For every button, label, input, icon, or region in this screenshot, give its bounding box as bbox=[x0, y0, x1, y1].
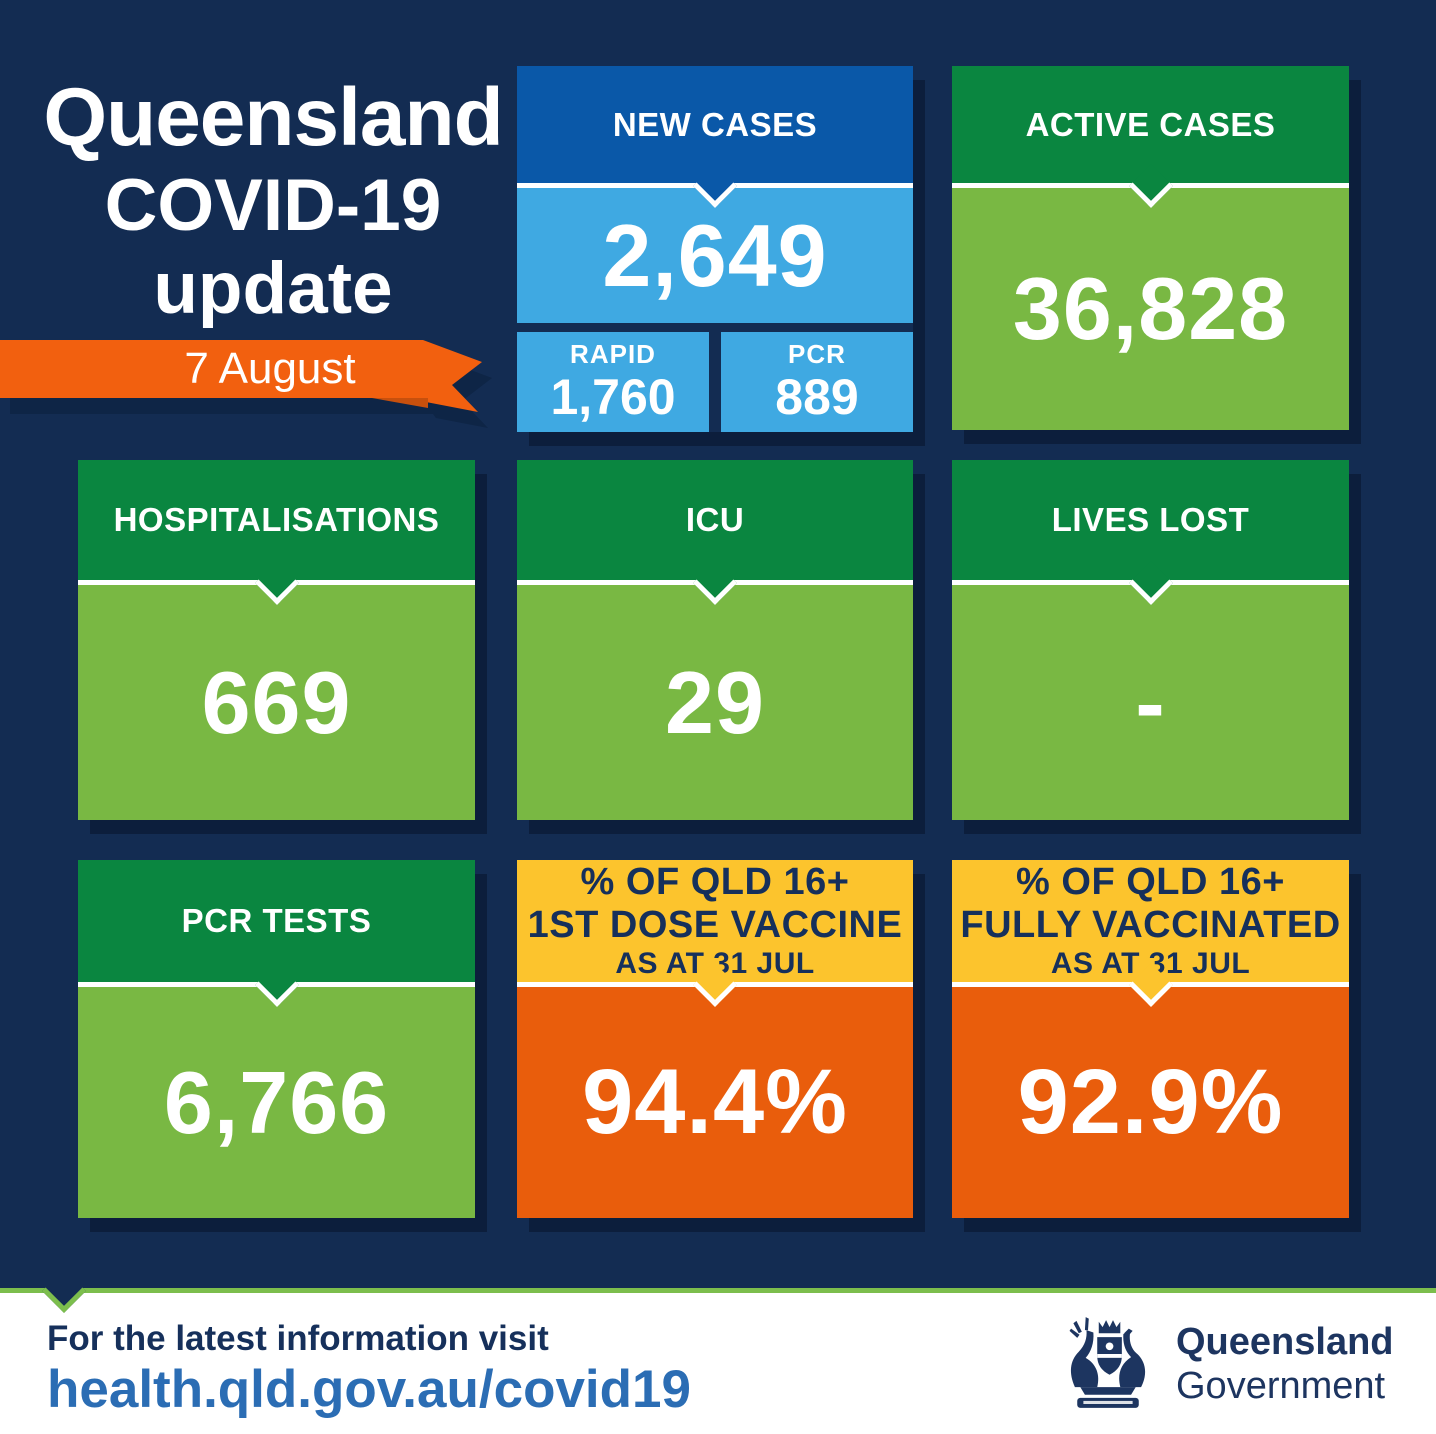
date-label: 7 August bbox=[184, 344, 356, 393]
qld-coat-of-arms-icon bbox=[1069, 1317, 1146, 1408]
icu-body: 29 bbox=[517, 561, 913, 820]
active-cases-header: ACTIVE CASES bbox=[952, 66, 1349, 183]
queensland-government-logo: Queensland Government bbox=[1058, 1305, 1394, 1423]
lives-lost-value: - bbox=[1135, 652, 1166, 752]
card-fully-vaccinated: % OF QLD 16+ FULLY VACCINATED AS AT 31 J… bbox=[952, 860, 1349, 1218]
rapid-label: RAPID bbox=[570, 339, 656, 369]
hospitalisations-body: 669 bbox=[78, 561, 475, 820]
gov-logo-line1: Queensland bbox=[1176, 1321, 1394, 1363]
first-dose-value: 94.4% bbox=[582, 1051, 848, 1153]
first-dose-label-line1: % OF QLD 16+ bbox=[580, 861, 850, 903]
icu-header: ICU bbox=[517, 460, 913, 580]
footer: For the latest information visit health.… bbox=[0, 1269, 1436, 1434]
new-cases-header: NEW CASES bbox=[517, 66, 913, 183]
first-dose-label-line2: 1ST DOSE VACCINE bbox=[527, 904, 903, 946]
icu-value: 29 bbox=[665, 652, 765, 752]
fully-vaccinated-label-line1: % OF QLD 16+ bbox=[1016, 861, 1285, 903]
first-dose-header: % OF QLD 16+ 1ST DOSE VACCINE AS AT 31 J… bbox=[517, 860, 913, 982]
hospitalisations-label: HOSPITALISATIONS bbox=[113, 501, 440, 538]
new-cases-label: NEW CASES bbox=[612, 105, 818, 143]
rapid-value: 1,760 bbox=[550, 369, 676, 425]
active-cases-value: 36,828 bbox=[1012, 259, 1289, 358]
gov-logo-line2: Government bbox=[1176, 1365, 1386, 1407]
hospitalisations-value: 669 bbox=[201, 652, 352, 752]
title-line-3: update bbox=[153, 248, 393, 329]
card-new-cases: NEW CASES 2,649 RAPID 1,760 PCR 889 bbox=[517, 66, 913, 432]
card-first-dose-vaccine: % OF QLD 16+ 1ST DOSE VACCINE AS AT 31 J… bbox=[517, 860, 913, 1218]
card-pcr-tests: PCR TESTS 6,766 bbox=[78, 860, 475, 1218]
card-icu: ICU 29 bbox=[517, 460, 913, 820]
card-lives-lost: LIVES LOST - bbox=[952, 460, 1349, 820]
fully-vaccinated-label-line2: FULLY VACCINATED bbox=[960, 904, 1341, 946]
page-title: Queensland COVID-19 update bbox=[6, 72, 540, 330]
pcr-tests-header: PCR TESTS bbox=[78, 860, 475, 982]
lives-lost-header: LIVES LOST bbox=[952, 460, 1349, 580]
rapid-box: RAPID 1,760 bbox=[517, 332, 709, 432]
pcr-tests-value: 6,766 bbox=[163, 1052, 390, 1152]
title-line-2: COVID-19 bbox=[104, 165, 442, 246]
lives-lost-body: - bbox=[952, 561, 1349, 820]
pcr-value: 889 bbox=[775, 369, 859, 425]
pcr-tests-label: PCR TESTS bbox=[181, 902, 372, 939]
covid-info-url-link[interactable]: health.qld.gov.au/covid19 bbox=[47, 1360, 691, 1419]
pcr-tests-body: 6,766 bbox=[78, 963, 475, 1218]
first-dose-body: 94.4% bbox=[517, 963, 913, 1218]
pcr-label: PCR bbox=[788, 339, 846, 369]
gov-logo-text: Queensland Government bbox=[1176, 1320, 1394, 1408]
pcr-box: PCR 889 bbox=[721, 332, 913, 432]
active-cases-label: ACTIVE CASES bbox=[1025, 105, 1276, 143]
new-cases-value: 2,649 bbox=[602, 205, 828, 305]
lives-lost-label: LIVES LOST bbox=[1051, 501, 1250, 538]
ribbon-banner-icon bbox=[0, 340, 492, 428]
new-cases-body: 2,649 bbox=[517, 164, 913, 323]
new-cases-breakdown: RAPID 1,760 PCR 889 bbox=[517, 332, 913, 432]
footer-notch-icon bbox=[42, 1269, 86, 1313]
date-ribbon: 7 August bbox=[0, 336, 560, 446]
hospitalisations-header: HOSPITALISATIONS bbox=[78, 460, 475, 580]
fully-vaccinated-value: 92.9% bbox=[1017, 1051, 1284, 1153]
footer-info-text: For the latest information visit bbox=[47, 1319, 549, 1358]
card-active-cases: ACTIVE CASES 36,828 bbox=[952, 66, 1349, 430]
fully-vaccinated-header: % OF QLD 16+ FULLY VACCINATED AS AT 31 J… bbox=[952, 860, 1349, 982]
title-line-1: Queensland bbox=[43, 72, 503, 163]
card-hospitalisations: HOSPITALISATIONS 669 bbox=[78, 460, 475, 820]
active-cases-body: 36,828 bbox=[952, 164, 1349, 430]
fully-vaccinated-body: 92.9% bbox=[952, 963, 1349, 1218]
icu-label: ICU bbox=[685, 501, 745, 538]
